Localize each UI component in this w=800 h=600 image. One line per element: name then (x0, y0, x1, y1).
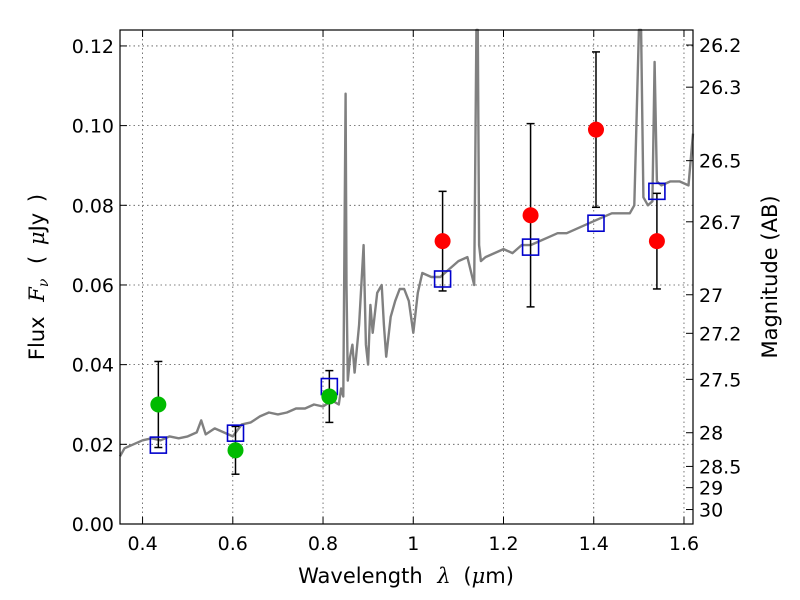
y-tick-label: 0.02 (72, 434, 114, 456)
model-photometry-square (433, 270, 452, 288)
x-axis-label-rest: m) (485, 564, 514, 588)
y-tick-label: 0.00 (72, 514, 114, 536)
mag-tick-label: 27.2 (699, 323, 741, 345)
y-axis-label-mu: μ (25, 231, 49, 245)
mag-tick-label: 26.2 (699, 35, 741, 57)
optical-point (321, 388, 338, 405)
optical-point (227, 442, 244, 459)
nir-point (587, 121, 604, 138)
mag-tick-label: 26.7 (699, 212, 741, 234)
y-tick-label: 0.12 (72, 36, 114, 58)
y-axis-label: Flux Fν ( μJy ) (25, 194, 53, 360)
y-axis-label-var: F (25, 286, 49, 303)
x-tick-label: 1 (407, 533, 419, 555)
axis-ticks: 0.4 0.6 0.8 1 1.2 1.4 1.6 0.00 0.02 0.04 0.06 0.08 0… (72, 30, 741, 555)
x-tick-label: 1.6 (669, 533, 699, 555)
y-axis-label-text: Flux (25, 316, 49, 360)
mag-tick-label: 27.5 (699, 369, 741, 391)
x-axis-label: Wavelength λ (μm) (298, 564, 514, 588)
x-tick-label: 1.2 (488, 533, 518, 555)
mag-tick-label: 29 (699, 478, 723, 500)
mag-tick-label: 30 (699, 500, 723, 522)
y-tick-label: 0.08 (72, 195, 114, 217)
x-axis-label-var: λ (436, 564, 450, 588)
mag-tick-label: 27 (699, 285, 723, 307)
model-photometry-square (226, 424, 245, 442)
x-axis-label-text: Wavelength (298, 564, 423, 588)
model-photometry-square (521, 238, 540, 256)
plot-frame (119, 29, 694, 525)
y-tick-label: 0.10 (72, 116, 114, 138)
nir-point (648, 233, 665, 250)
model-photometry-square (648, 182, 666, 201)
x-tick-label: 0.4 (127, 533, 157, 555)
nir-point (434, 233, 451, 250)
y-axis-label-open: ( (25, 256, 49, 264)
mag-tick-label: 26.3 (699, 77, 741, 99)
y-axis-label-close: ) (25, 194, 49, 202)
x-tick-label: 0.8 (308, 533, 338, 555)
y2-axis-label: Magnitude (AB) (758, 195, 782, 358)
data-series (118, 28, 695, 475)
y-tick-label: 0.04 (72, 355, 114, 377)
x-tick-label: 1.4 (579, 533, 609, 555)
x-tick-label: 0.6 (218, 533, 248, 555)
optical-point (150, 396, 167, 413)
model-photometry-square (587, 214, 605, 233)
mag-tick-label: 26.5 (699, 151, 741, 173)
y-tick-label: 0.06 (72, 275, 114, 297)
y-axis-label-rest: Jy (25, 213, 49, 234)
x-axis-label-open: ( (463, 564, 471, 588)
model-photometry-square (149, 436, 168, 454)
x-axis-label-mu: μ (472, 564, 486, 588)
model-spectrum-line (118, 28, 695, 457)
mag-tick-label: 28 (699, 423, 723, 445)
mag-tick-label: 28.5 (699, 456, 741, 478)
nir-point (522, 207, 539, 224)
y-axis-label-sub: ν (36, 278, 52, 287)
